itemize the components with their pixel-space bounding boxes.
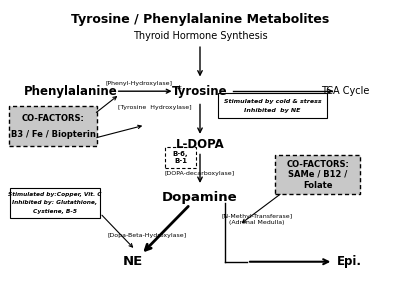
FancyBboxPatch shape [218, 93, 328, 118]
Text: [Phenyl-Hydroxylase]: [Phenyl-Hydroxylase] [106, 81, 173, 86]
Text: Folate: Folate [303, 181, 332, 190]
Text: Inhibited  by NE: Inhibited by NE [244, 107, 301, 112]
Text: Dopamine: Dopamine [162, 190, 238, 203]
FancyBboxPatch shape [9, 106, 97, 146]
Text: TCA Cycle: TCA Cycle [321, 86, 369, 96]
Text: Stimulated by:Copper, Vit. C: Stimulated by:Copper, Vit. C [8, 193, 102, 197]
Text: CO-FACTORS:: CO-FACTORS: [286, 160, 349, 169]
Text: NE: NE [123, 255, 144, 268]
Text: (Adrenal Medulla): (Adrenal Medulla) [229, 220, 284, 224]
Text: SAMe / B12 /: SAMe / B12 / [288, 170, 347, 179]
Text: [N-Methyl-Transferase]: [N-Methyl-Transferase] [221, 214, 292, 219]
Text: Tyrosine: Tyrosine [172, 85, 228, 98]
Text: Phenylalanine: Phenylalanine [24, 85, 118, 98]
FancyBboxPatch shape [10, 188, 100, 218]
Text: B-6,: B-6, [172, 151, 188, 157]
Text: [DOPA-decarboxylase]: [DOPA-decarboxylase] [165, 171, 235, 176]
Text: Inhibited by: Glutathione,: Inhibited by: Glutathione, [12, 200, 98, 206]
Text: CO-FACTORS:: CO-FACTORS: [22, 114, 84, 123]
Text: Thyroid Hormone Synthesis: Thyroid Hormone Synthesis [133, 31, 267, 41]
FancyBboxPatch shape [165, 147, 196, 168]
Text: Stimulated by cold & stress: Stimulated by cold & stress [224, 99, 321, 104]
Text: Cystiene, B-5: Cystiene, B-5 [33, 209, 77, 214]
Text: Epi.: Epi. [336, 255, 362, 268]
Text: *: * [177, 85, 182, 95]
Text: [Dopa-Beta-Hydroxylase]: [Dopa-Beta-Hydroxylase] [108, 233, 187, 238]
FancyBboxPatch shape [275, 155, 360, 194]
Text: B-1: B-1 [174, 158, 187, 164]
Text: Tyrosine / Phenylalanine Metabolites: Tyrosine / Phenylalanine Metabolites [71, 13, 329, 26]
Text: L-DOPA: L-DOPA [176, 138, 224, 151]
Text: B3 / Fe / Biopterin: B3 / Fe / Biopterin [10, 130, 96, 139]
Text: [Tyrosine  Hydroxylase]: [Tyrosine Hydroxylase] [118, 105, 192, 110]
